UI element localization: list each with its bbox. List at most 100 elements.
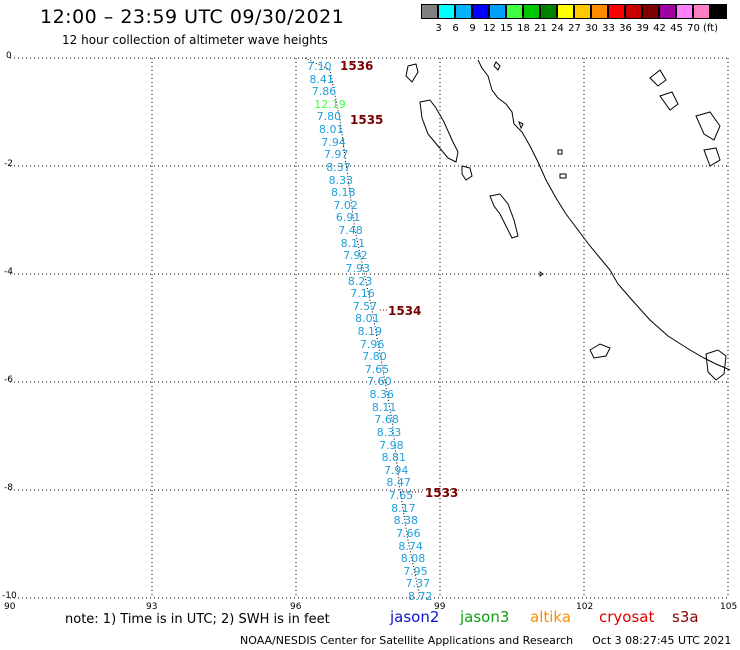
legend-swatch <box>489 4 506 19</box>
swh-label: 7.57 <box>352 299 378 313</box>
swh-label: 7.94 <box>321 135 346 149</box>
legend-swatch <box>591 4 608 19</box>
legend-swatch <box>676 4 693 19</box>
pass-time-label: 1535 <box>350 113 384 127</box>
swh-label: 8.08 <box>400 552 426 566</box>
swh-label: 7.65 <box>364 362 390 376</box>
legend-label: 30 <box>585 23 598 34</box>
legend-label: 33 <box>602 23 615 34</box>
swh-label: 7.16 <box>350 287 375 301</box>
mission-label-jason3: jason3 <box>460 608 510 626</box>
swh-label: 7.37 <box>405 577 431 591</box>
swh-label: 8.33 <box>328 173 354 187</box>
x-axis-label: 90 <box>4 602 16 612</box>
legend-swatch <box>523 4 540 19</box>
legend-swatch <box>574 4 591 19</box>
swh-label: 8.37 <box>326 160 351 174</box>
legend-label: 3 <box>435 23 442 34</box>
coastline <box>405 59 731 381</box>
pass-time-label: 1533 <box>425 486 459 500</box>
swh-label: 6.91 <box>335 211 361 225</box>
swh-label: 7.86 <box>311 85 337 99</box>
swh-label: 7.93 <box>345 261 370 275</box>
pass-time-label: 1534 <box>388 304 422 318</box>
legend-swatch <box>625 4 642 19</box>
legend-label: 70 <box>687 23 700 34</box>
swh-label: 7.96 <box>359 337 385 351</box>
swh-label: 7.80 <box>316 110 342 124</box>
swh-label: 8.18 <box>331 186 356 200</box>
swh-label: 8.23 <box>347 274 373 288</box>
swh-label: 8.11 <box>371 400 397 414</box>
y-axis-label: 0 <box>6 51 12 61</box>
swh-label: 7.65 <box>388 489 414 503</box>
swh-label: 8.81 <box>381 451 407 465</box>
swh-label: 7.97 <box>323 148 349 162</box>
y-axis-label: -6 <box>4 375 13 385</box>
swh-label: 8.41 <box>309 72 334 86</box>
legend-swatch <box>557 4 574 19</box>
legend-swatch <box>506 4 523 19</box>
legend-swatch <box>438 4 455 19</box>
x-axis-label: 99 <box>434 602 446 612</box>
legend-label: 15 <box>500 23 513 34</box>
swh-label: 8.19 <box>357 325 383 338</box>
swh-label: 7.68 <box>374 413 399 427</box>
swh-label: 8.47 <box>386 476 411 490</box>
legend-swatch <box>659 4 676 19</box>
mission-label-altika: altika <box>530 608 572 626</box>
swh-label: 8.01 <box>355 312 380 326</box>
swh-label: 12.19 <box>314 97 346 111</box>
x-axis-label: 105 <box>720 602 738 612</box>
y-axis-label: -10 <box>2 591 17 601</box>
legend-label: 21 <box>534 23 547 34</box>
legend-swatch <box>693 4 710 19</box>
legend-label: 45 <box>670 23 683 34</box>
swh-label: 8.33 <box>376 425 402 439</box>
credit-line: NOAA/NESDIS Center for Satellite Applica… <box>240 634 731 647</box>
legend-swatch <box>421 4 438 19</box>
legend-label: 27 <box>568 23 581 34</box>
x-axis-label: 96 <box>290 602 302 612</box>
swh-label: 7.94 <box>383 463 409 477</box>
legend-swatch <box>710 4 727 19</box>
swh-label: 7.48 <box>338 224 363 238</box>
mission-label-jason2: jason2 <box>390 608 440 626</box>
legend-label: 6 <box>452 23 459 34</box>
legend-label: 42 <box>653 23 666 34</box>
legend-swatch <box>472 4 489 19</box>
swh-label: 7.02 <box>333 198 358 212</box>
y-axis-label: -2 <box>4 159 13 169</box>
x-axis-label: 102 <box>576 602 594 612</box>
grid <box>10 57 730 599</box>
mission-label-cryosat: cryosat <box>599 608 655 626</box>
map-title: 12:00 – 23:59 UTC 09/30/2021 <box>40 6 345 28</box>
swh-label: 8.74 <box>398 539 423 553</box>
legend-swatch <box>455 4 472 19</box>
legend-swatch <box>642 4 659 19</box>
legend-label: 39 <box>636 23 649 34</box>
swh-label: 7.98 <box>379 438 404 452</box>
legend-swatch <box>540 4 557 19</box>
y-axis-label: -8 <box>4 483 13 493</box>
swh-label: 8.01 <box>319 123 344 137</box>
legend-label: 36 <box>619 23 632 34</box>
swh-label: 8.38 <box>393 514 419 528</box>
generated-timestamp: Oct 3 08:27:45 UTC 2021 <box>592 634 732 647</box>
swh-label: 8.11 <box>340 236 366 250</box>
swh-label: 7.95 <box>403 564 428 578</box>
mission-label-s3a: s3a <box>672 608 699 626</box>
swh-label: 7.80 <box>362 350 387 364</box>
pass-time-label: 1536 <box>340 59 374 73</box>
swh-label: 8.36 <box>369 388 395 402</box>
swh-label: 7.10 <box>307 60 332 73</box>
legend-label: 18 <box>517 23 530 34</box>
swh-label: 8.17 <box>391 501 416 515</box>
swh-label: 7.66 <box>395 526 421 540</box>
y-axis-label: -4 <box>4 267 13 277</box>
legend-label: 9 <box>469 23 476 34</box>
footnote: note: 1) Time is in UTC; 2) SWH is in fe… <box>65 612 330 627</box>
legend-label: (ft) <box>702 23 719 34</box>
legend-label: 12 <box>483 23 496 34</box>
